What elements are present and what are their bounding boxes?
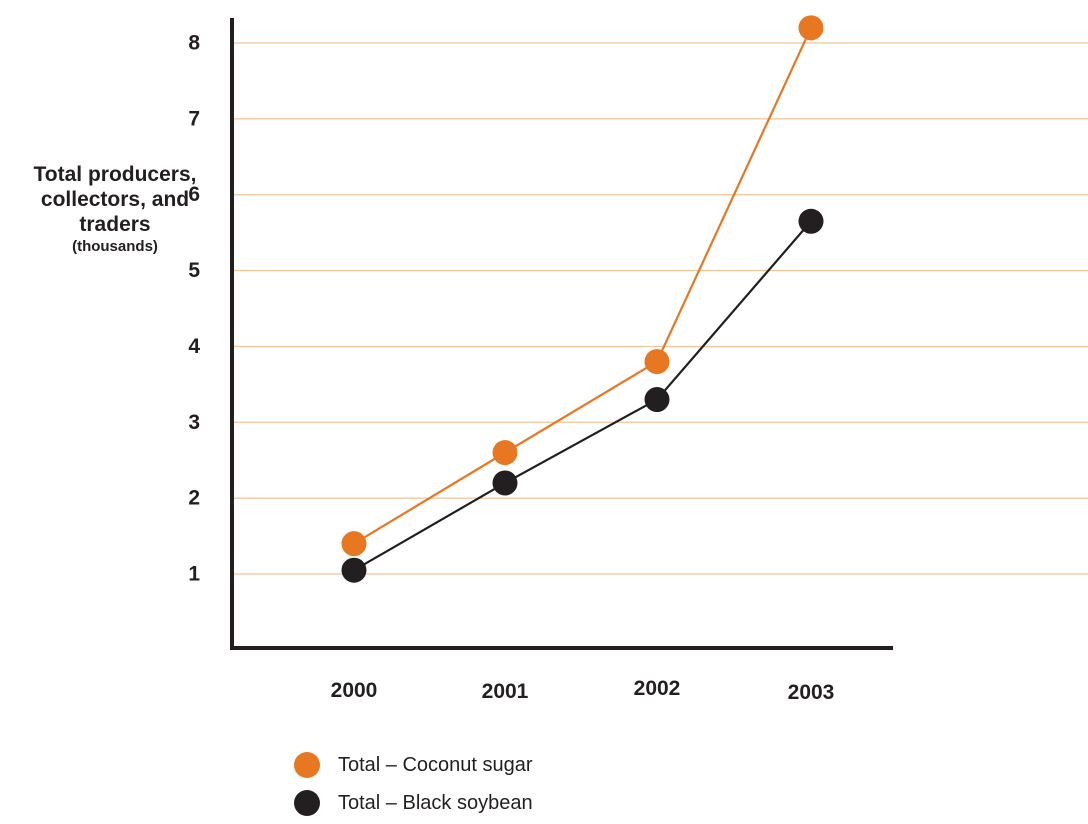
legend-swatch-coconut-sugar [294, 752, 320, 778]
y-axis-title: Total producers, collectors, and traders… [20, 162, 210, 257]
data-point-0-2003 [798, 15, 824, 41]
legend-item-coconut-sugar: Total – Coconut sugar [294, 748, 533, 782]
y-tick-label-5: 5 [188, 259, 200, 282]
series-points [341, 15, 824, 583]
y-axis-unit: (thousands) [72, 238, 158, 255]
series-line-1 [353, 220, 812, 572]
legend-label-coconut-sugar: Total – Coconut sugar [338, 753, 533, 776]
data-point-1-2001 [492, 470, 518, 496]
data-point-0-2001 [492, 440, 518, 466]
legend-item-black-soybean: Total – Black soybean [294, 786, 533, 820]
x-tick-label-2000: 2000 [331, 679, 378, 702]
x-tick-label-2002: 2002 [634, 677, 681, 700]
y-tick-label-3: 3 [188, 411, 200, 434]
x-tick-labels: 2000 2001 2002 2003 [331, 677, 835, 704]
y-tick-label-2: 2 [188, 487, 200, 510]
series-lines [353, 27, 812, 572]
x-tick-label-2001: 2001 [482, 680, 529, 703]
data-point-0-2000 [341, 531, 367, 557]
axes [230, 18, 893, 650]
y-tick-labels: 1 2 3 4 5 6 7 8 [188, 32, 200, 586]
legend: Total – Coconut sugar Total – Black soyb… [294, 748, 533, 824]
legend-label-black-soybean: Total – Black soybean [338, 791, 533, 814]
y-axis-label: Total producers, collectors, and traders [33, 163, 197, 236]
gridlines [232, 42, 1088, 575]
series-line-0 [353, 27, 812, 545]
y-tick-label-7: 7 [188, 107, 200, 130]
data-point-1-2002 [644, 387, 670, 413]
data-point-1-2003 [798, 208, 824, 234]
y-tick-label-8: 8 [188, 32, 200, 55]
data-point-1-2000 [341, 557, 367, 583]
y-tick-label-1: 1 [188, 563, 200, 586]
x-tick-label-2003: 2003 [788, 681, 835, 704]
data-point-0-2002 [644, 349, 670, 375]
y-tick-label-6: 6 [188, 183, 200, 206]
y-tick-label-4: 4 [188, 335, 200, 358]
legend-swatch-black-soybean [294, 790, 320, 816]
